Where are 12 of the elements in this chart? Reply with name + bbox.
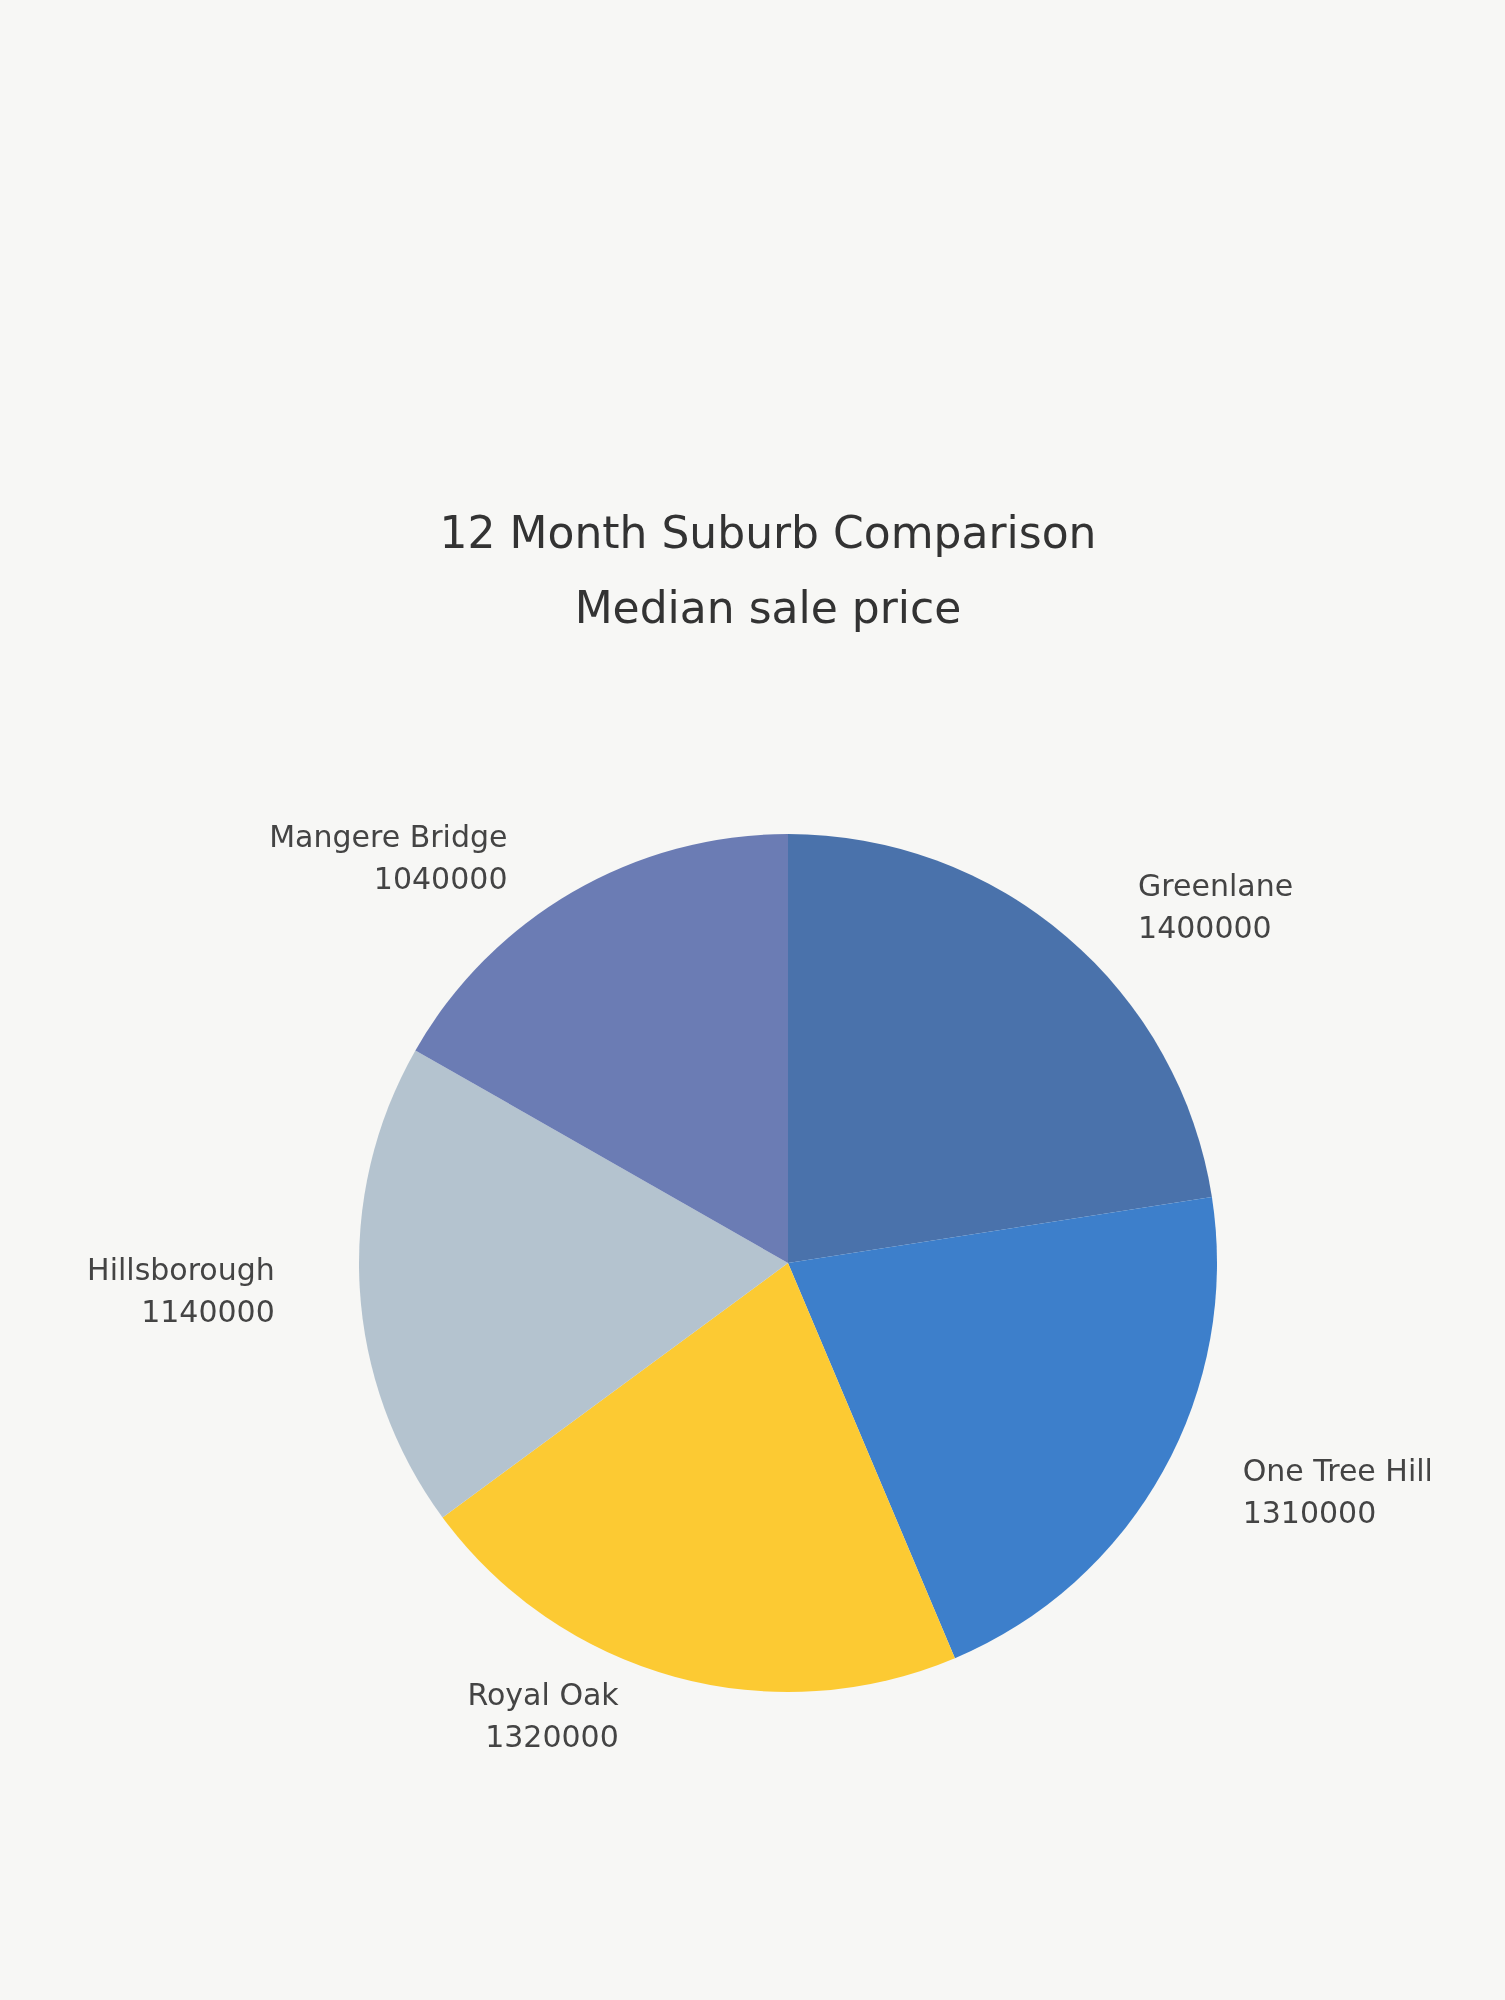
data-label: 1040000 <box>373 860 508 896</box>
slice-label: Greenlane <box>1138 868 1294 904</box>
data-label: 1140000 <box>141 1293 275 1329</box>
slice-label: Hillsborough <box>87 1251 275 1287</box>
data-label: 1310000 <box>1242 1494 1377 1530</box>
slice-label: Mangere Bridge <box>269 818 508 854</box>
data-label: 1320000 <box>485 1718 619 1754</box>
chart-title: 12 Month Suburb Comparison <box>439 506 1097 558</box>
data-label: 1400000 <box>1138 910 1272 946</box>
slice-label: One Tree Hill <box>1242 1452 1433 1488</box>
chart-subtitle: Median sale price <box>574 581 962 633</box>
slice-label: Royal Oak <box>467 1676 620 1712</box>
